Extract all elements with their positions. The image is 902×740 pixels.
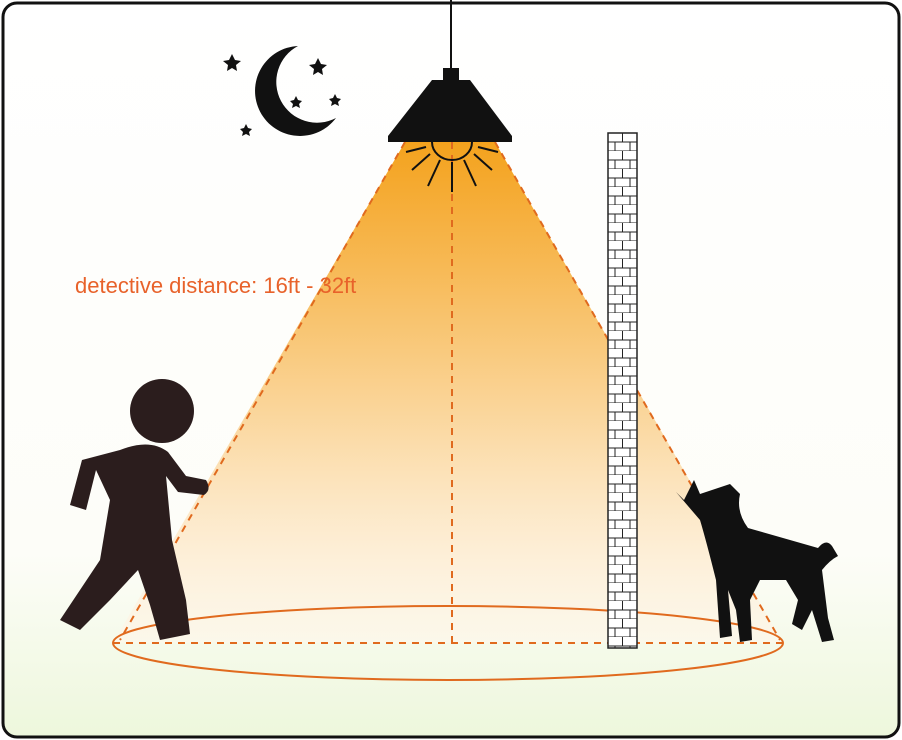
distance-label: detective distance: 16ft - 32ft xyxy=(75,273,356,298)
brick-wall xyxy=(608,133,637,648)
illustration: detective distance: 16ft - 32ft xyxy=(0,0,902,740)
page: detective distance: 16ft - 32ft (() => {… xyxy=(0,0,902,740)
